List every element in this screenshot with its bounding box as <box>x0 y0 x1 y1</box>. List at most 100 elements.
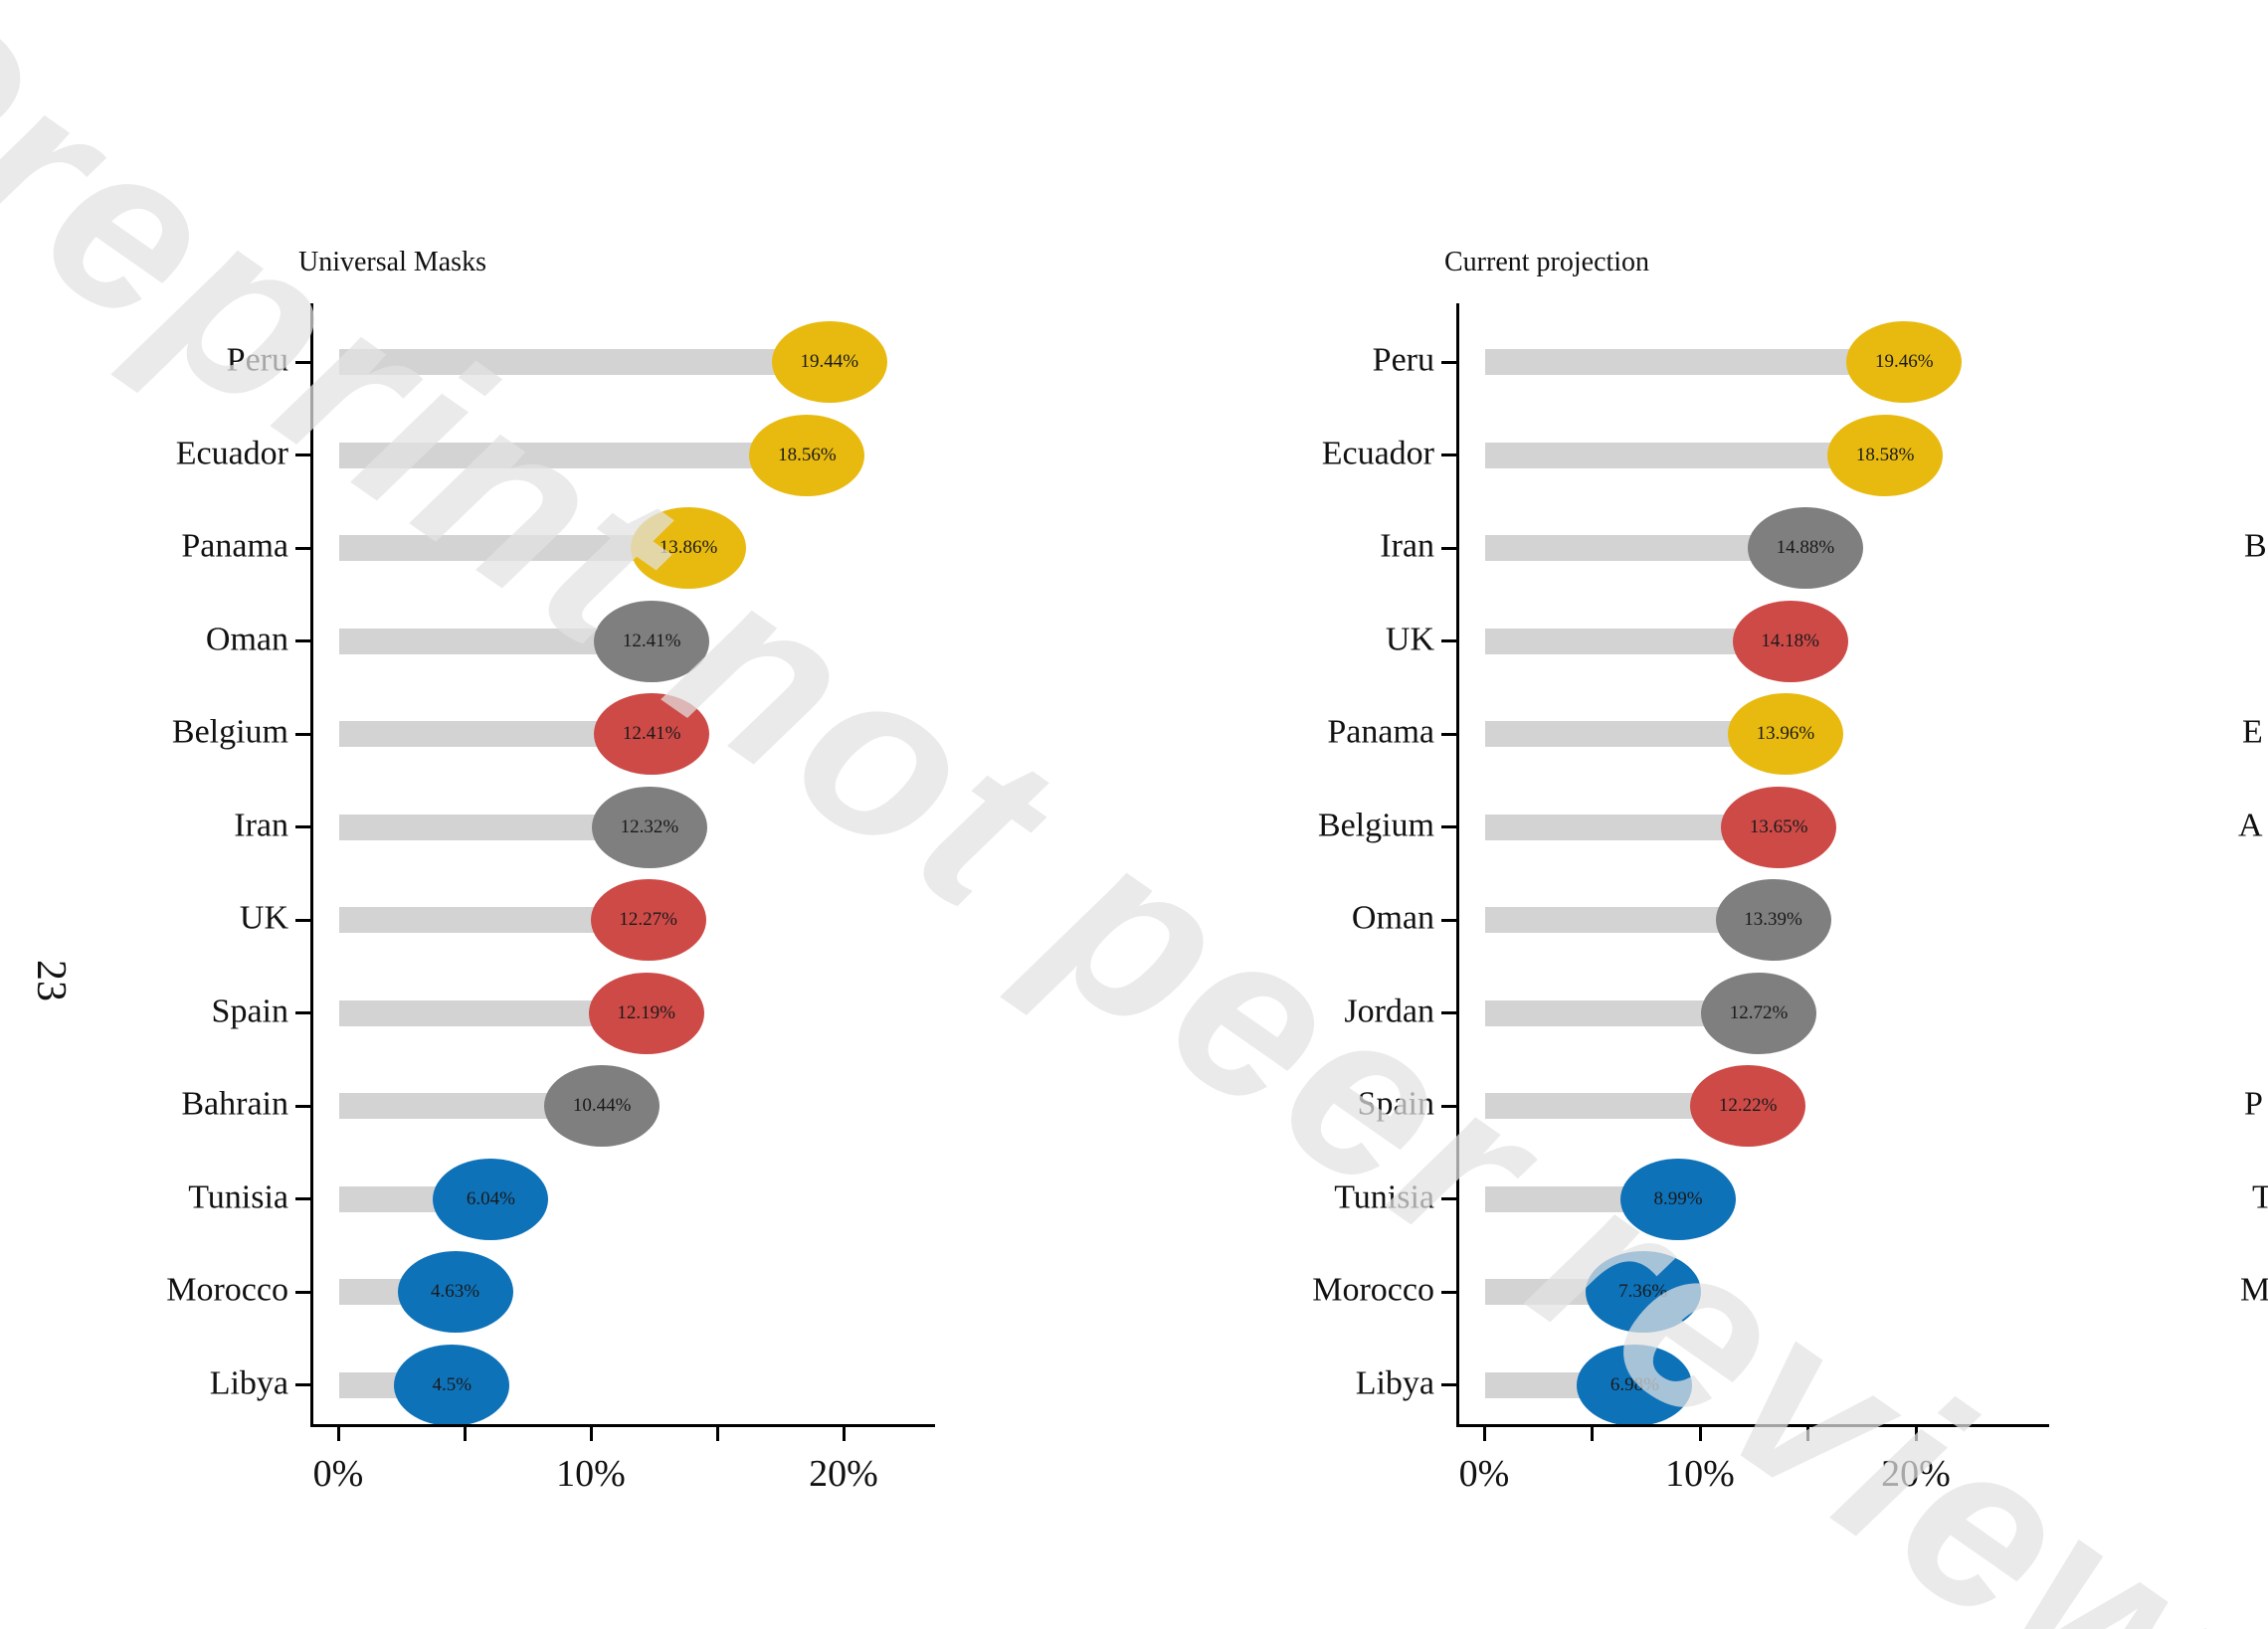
x-axis-tick <box>842 1424 846 1441</box>
category-label: Peru <box>226 341 288 379</box>
x-axis-tick-label: 10% <box>1665 1453 1735 1495</box>
category-label: Oman <box>205 620 288 657</box>
category-label: Ecuador <box>1321 434 1434 471</box>
y-axis-tick <box>295 639 310 642</box>
lollipop-bar <box>339 349 830 375</box>
value-bubble: 12.41% <box>594 600 710 682</box>
category-label: Spain <box>1357 1085 1434 1123</box>
category-label: Peru <box>1372 341 1434 379</box>
y-axis-tick <box>1441 1197 1456 1200</box>
value-bubble: 18.58% <box>1827 414 1944 496</box>
value-bubble: 4.63% <box>397 1251 513 1333</box>
page-number: 23 <box>28 960 74 1001</box>
category-label: Morocco <box>1312 1271 1434 1309</box>
partial-category-label: E <box>2242 713 2263 751</box>
value-bubble: 12.72% <box>1701 972 1817 1054</box>
partial-category-label: M <box>2240 1271 2268 1309</box>
value-bubble: 7.36% <box>1585 1251 1701 1333</box>
y-axis-tick <box>1441 825 1456 828</box>
x-axis-tick-label: 20% <box>809 1453 878 1495</box>
x-axis-line <box>310 1424 935 1427</box>
category-label: Bahrain <box>181 1085 288 1123</box>
value-bubble: 19.46% <box>1846 321 1963 403</box>
category-label: Tunisia <box>1334 1177 1434 1215</box>
value-bubble: 19.44% <box>771 321 887 403</box>
y-axis-line <box>1456 303 1459 1424</box>
x-axis-tick <box>1806 1424 1809 1441</box>
value-bubble: 4.5% <box>394 1344 510 1426</box>
x-axis-tick <box>1482 1424 1486 1441</box>
x-axis-tick <box>463 1424 467 1441</box>
y-axis-tick <box>295 360 310 364</box>
category-label: Libya <box>1355 1363 1434 1401</box>
value-bubble: 14.18% <box>1732 600 1848 682</box>
y-axis-tick <box>295 1011 310 1014</box>
category-label: Oman <box>1351 899 1434 937</box>
y-axis-tick <box>295 918 310 922</box>
y-axis-tick <box>1441 1104 1456 1108</box>
value-bubble: 8.99% <box>1620 1158 1737 1240</box>
x-axis-tick <box>1591 1424 1594 1441</box>
category-label: UK <box>239 899 288 937</box>
category-label: Iran <box>234 806 288 843</box>
x-axis-tick <box>589 1424 593 1441</box>
category-label: Panama <box>1327 713 1434 751</box>
category-label: Jordan <box>1344 992 1434 1029</box>
category-label: Belgium <box>171 713 288 751</box>
value-bubble: 12.32% <box>591 786 707 868</box>
category-label: Ecuador <box>175 434 288 471</box>
y-axis-line <box>310 303 313 1424</box>
value-bubble: 13.86% <box>631 507 747 589</box>
lollipop-bar <box>1485 442 1886 468</box>
y-axis-tick <box>295 1197 310 1200</box>
y-axis-tick <box>1441 1011 1456 1014</box>
category-label: UK <box>1385 620 1434 657</box>
lollipop-bar <box>1485 349 1905 375</box>
value-bubble: 6.04% <box>433 1158 549 1240</box>
value-bubble: 12.41% <box>594 693 710 775</box>
category-label: Iran <box>1380 527 1434 565</box>
x-axis-tick-label: 0% <box>1458 1453 1510 1495</box>
partial-category-label: T <box>2252 1177 2268 1215</box>
y-axis-tick <box>295 546 310 550</box>
y-axis-tick <box>1441 918 1456 922</box>
y-axis-tick <box>1441 546 1456 550</box>
y-axis-tick <box>1441 360 1456 364</box>
category-label: Spain <box>211 992 288 1029</box>
y-axis-tick <box>295 1383 310 1386</box>
partial-category-label: P <box>2244 1085 2263 1123</box>
value-bubble: 13.39% <box>1715 879 1831 961</box>
x-axis-tick <box>336 1424 340 1441</box>
value-bubble: 6.98% <box>1577 1344 1693 1426</box>
partial-category-label: A <box>2238 806 2263 843</box>
category-label: Belgium <box>1317 806 1434 843</box>
value-bubble: 13.65% <box>1721 786 1837 868</box>
value-bubble: 14.88% <box>1747 507 1863 589</box>
y-axis-tick <box>295 825 310 828</box>
x-axis-line <box>1456 1424 2049 1427</box>
y-axis-tick <box>1441 453 1456 456</box>
y-axis-tick <box>295 453 310 456</box>
value-bubble: 12.22% <box>1690 1065 1806 1147</box>
y-axis-tick <box>1441 639 1456 642</box>
category-label: Tunisia <box>188 1177 288 1215</box>
category-label: Morocco <box>166 1271 288 1309</box>
y-axis-tick <box>295 1290 310 1294</box>
y-axis-tick <box>1441 732 1456 736</box>
y-axis-tick <box>295 1104 310 1108</box>
lollipop-bar <box>339 535 689 561</box>
y-axis-tick <box>295 732 310 736</box>
category-label: Panama <box>181 527 288 565</box>
x-axis-tick <box>715 1424 719 1441</box>
lollipop-bar <box>339 442 808 468</box>
chart-title: Current projection <box>1444 247 1650 277</box>
x-axis-tick-label: 20% <box>1881 1453 1951 1495</box>
partial-category-label: B <box>2244 527 2267 565</box>
value-bubble: 13.96% <box>1727 693 1843 775</box>
value-bubble: 12.27% <box>590 879 706 961</box>
x-axis-tick-label: 0% <box>312 1453 364 1495</box>
category-label: Libya <box>209 1363 288 1401</box>
x-axis-tick <box>1698 1424 1702 1441</box>
value-bubble: 12.19% <box>588 972 704 1054</box>
